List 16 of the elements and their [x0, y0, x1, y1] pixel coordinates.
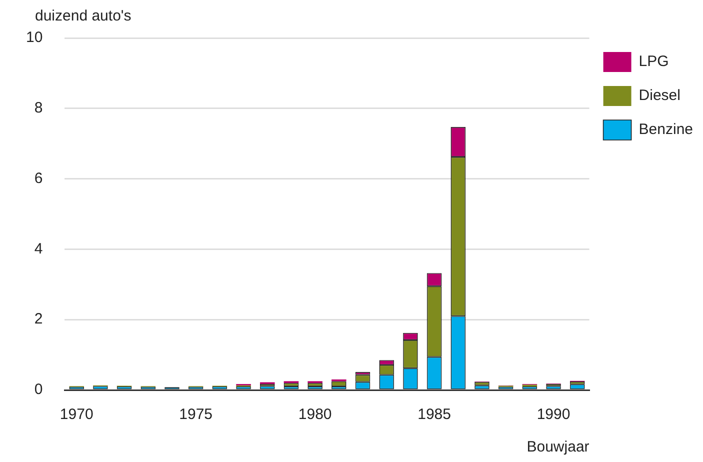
y-tick-label: 4 — [34, 240, 43, 258]
x-tick-label: 1975 — [179, 406, 213, 424]
legend-label: Benzine — [638, 121, 694, 138]
y-tick-label: 8 — [34, 100, 43, 117]
y-tick-label: 10 — [26, 29, 43, 46]
y-tick-label: 2 — [34, 310, 43, 328]
y-axis-title: duizend auto's — [35, 8, 132, 25]
legend-label: LPG — [638, 53, 669, 70]
legend-label: Diesel — [638, 87, 680, 104]
y-tick-label: 6 — [34, 170, 43, 187]
x-tick-label: 1985 — [418, 406, 451, 424]
x-tick-label: 1970 — [60, 406, 94, 424]
y-tick-label: 0 — [34, 381, 43, 398]
x-tick-label: 1980 — [298, 406, 332, 424]
x-axis-title: Bouwjaar — [526, 438, 590, 456]
x-tick-label: 1990 — [536, 406, 570, 424]
